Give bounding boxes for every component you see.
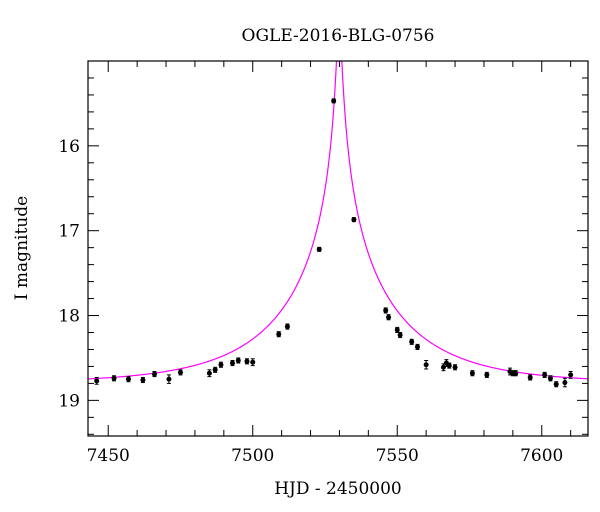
data-point bbox=[206, 370, 212, 376]
data-point bbox=[276, 331, 282, 337]
model-curve-layer bbox=[88, 61, 588, 380]
data-point bbox=[140, 377, 146, 383]
data-point bbox=[177, 369, 183, 375]
data-point bbox=[452, 364, 458, 370]
y-tick-label: 18 bbox=[58, 307, 80, 327]
data-point bbox=[316, 246, 322, 252]
y-tick-label: 17 bbox=[58, 222, 80, 242]
x-tick-label: 7500 bbox=[231, 446, 274, 466]
data-point bbox=[414, 344, 420, 350]
data-point bbox=[446, 363, 452, 369]
y-axis-label: I magnitude bbox=[12, 196, 32, 300]
data-point bbox=[553, 381, 559, 387]
tick-labels: 7450 7500 7550 7600 16 17 18 19 bbox=[58, 137, 563, 466]
data-point bbox=[527, 374, 533, 380]
data-point bbox=[484, 372, 490, 378]
y-tick-label: 16 bbox=[58, 137, 80, 157]
data-point bbox=[423, 362, 429, 368]
data-point bbox=[151, 371, 157, 377]
data-point bbox=[394, 327, 400, 333]
data-point bbox=[568, 372, 574, 378]
data-point bbox=[212, 367, 218, 373]
data-point bbox=[351, 217, 357, 223]
data-points-layer bbox=[94, 98, 574, 388]
data-point bbox=[542, 372, 548, 378]
data-point bbox=[513, 370, 519, 376]
data-point bbox=[250, 359, 256, 365]
data-point bbox=[244, 358, 250, 364]
y-tick-label: 19 bbox=[58, 391, 80, 411]
data-point bbox=[111, 375, 117, 381]
data-point bbox=[440, 364, 446, 370]
data-point bbox=[386, 314, 392, 320]
axis-ticks bbox=[88, 60, 588, 436]
data-point bbox=[469, 370, 475, 376]
data-point bbox=[218, 362, 224, 368]
data-point bbox=[284, 324, 290, 330]
data-point bbox=[94, 378, 100, 384]
data-point bbox=[235, 357, 241, 363]
chart-title: OGLE-2016-BLG-0756 bbox=[242, 26, 435, 46]
x-tick-label: 7450 bbox=[87, 446, 130, 466]
data-point bbox=[562, 380, 568, 386]
x-tick-label: 7600 bbox=[520, 446, 563, 466]
data-point bbox=[409, 339, 415, 345]
x-tick-label: 7550 bbox=[376, 446, 419, 466]
data-point bbox=[547, 375, 553, 381]
data-point bbox=[383, 307, 389, 313]
data-point bbox=[125, 376, 131, 382]
data-point bbox=[331, 98, 337, 104]
model-curve bbox=[88, 61, 588, 380]
data-point bbox=[397, 332, 403, 338]
x-axis-label: HJD - 2450000 bbox=[274, 479, 402, 499]
data-point bbox=[166, 376, 172, 382]
plot-frame bbox=[87, 60, 589, 437]
data-point bbox=[230, 360, 236, 366]
